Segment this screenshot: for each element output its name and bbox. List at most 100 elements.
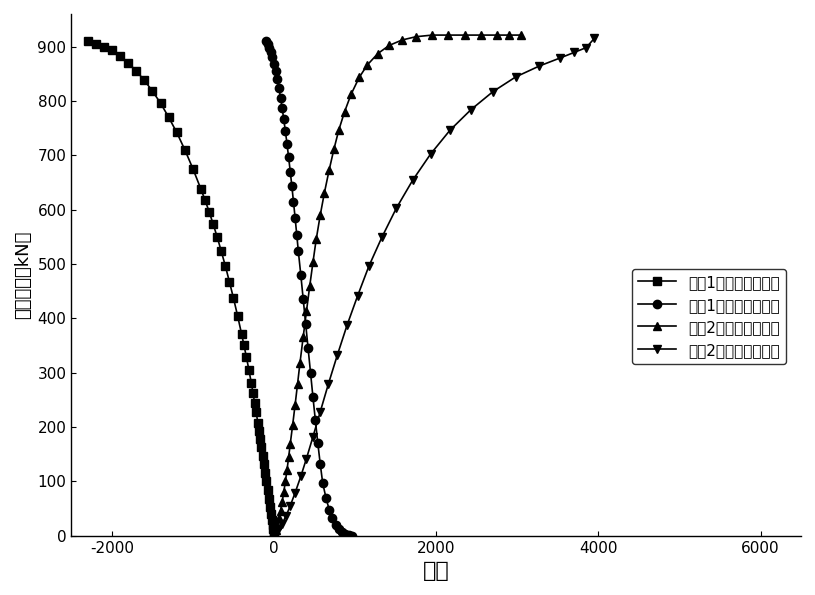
锤療1号位置环向应变: [268, 525, 278, 533]
锤療1号位置轴向应变: [293, 248, 303, 255]
锤療2号位置轴向应变: [373, 50, 383, 57]
锤療1号位置轴向应变: [271, 67, 280, 74]
锤療2号位置轴向应变: [319, 190, 329, 197]
锤療1号位置环向应变: [267, 522, 277, 529]
锤療2号位置环向应变: [308, 433, 318, 440]
锤療2号位置环向应变: [569, 49, 579, 56]
锤療1号位置轴向应变: [298, 296, 308, 303]
锤療2号位置轴向应变: [295, 359, 305, 367]
锤療2号位置环向应变: [315, 408, 325, 415]
锤療2号位置轴向应变: [311, 236, 321, 243]
锤療1号位置轴向应变: [266, 48, 275, 55]
锤療1号位置轴向应变: [301, 320, 311, 327]
锤療1号位置环向应变: [241, 354, 251, 361]
锤療2号位置轴向应变: [346, 91, 356, 98]
锤療2号位置轴向应变: [476, 32, 486, 39]
锤療1号位置轴向应变: [267, 54, 277, 61]
锤療1号位置环向应变: [90, 40, 100, 48]
锤療1号位置轴向应变: [347, 532, 357, 539]
锤療1号位置环向应变: [253, 419, 262, 426]
锤療2号位置环向应变: [488, 88, 498, 95]
锤療2号位置环向应变: [277, 520, 287, 527]
锤療1号位置环向应变: [259, 461, 269, 468]
锤療2号位置轴向应变: [272, 521, 282, 528]
Y-axis label: 支管荷载（kN）: 支管荷载（kN）: [14, 231, 32, 319]
锤療1号位置环向应变: [269, 529, 279, 536]
Line: 锤療2号位置轴向应变: 锤療2号位置轴向应变: [270, 31, 526, 540]
锤療2号位置环向应变: [589, 35, 599, 42]
锤療1号位置环向应变: [255, 436, 265, 443]
锤療1号位置环向应变: [225, 278, 235, 286]
锤療2号位置轴向应变: [305, 283, 315, 290]
锤療2号位置轴向应变: [324, 167, 334, 174]
锤療2号位置环向应变: [391, 204, 401, 211]
锤療2号位置环向应变: [285, 502, 295, 509]
锤療2号位置轴向应变: [334, 126, 344, 133]
锤療1号位置轴向应变: [308, 393, 318, 400]
锤療1号位置轴向应变: [296, 271, 306, 278]
锤療2号位置环向应变: [466, 106, 476, 113]
锤療2号位置轴向应变: [279, 488, 289, 496]
锤療1号位置轴向应变: [303, 345, 313, 352]
锤療1号位置环向应变: [264, 495, 274, 502]
锤療1号位置轴向应变: [337, 528, 347, 536]
锤療1号位置环向应变: [251, 409, 261, 416]
锤療1号位置环向应变: [265, 503, 275, 511]
锤療1号位置环向应变: [267, 516, 276, 524]
锤療2号位置轴向应变: [504, 32, 514, 39]
锤療2号位置轴向应变: [340, 108, 350, 115]
锤療1号位置轴向应变: [262, 40, 272, 48]
锤療1号位置轴向应变: [275, 94, 285, 101]
锤療1号位置环向应变: [148, 87, 157, 95]
锤療1号位置环向应变: [156, 99, 165, 107]
锤療1号位置轴向应变: [290, 214, 300, 221]
锤療2号位置轴向应变: [284, 454, 293, 461]
锤療2号位置环向应变: [511, 73, 521, 80]
锤療1号位置轴向应变: [272, 76, 282, 83]
锤療1号位置环向应变: [246, 380, 256, 387]
锤療1号位置环向应变: [131, 67, 141, 74]
锤療1号位置环向应变: [196, 186, 206, 193]
锤療2号位置轴向应变: [397, 36, 407, 43]
锤療2号位置环向应变: [333, 352, 342, 359]
锤療2号位置轴向应变: [274, 515, 284, 522]
锤療1号位置环向应变: [82, 37, 92, 45]
锤療2号位置环向应变: [273, 527, 283, 534]
锤療2号位置轴向应变: [275, 507, 285, 514]
锤療1号位置环向应变: [260, 469, 270, 477]
锤療1号位置环向应变: [249, 399, 259, 406]
锤療2号位置轴向应变: [363, 61, 372, 68]
锤療1号位置环向应变: [139, 77, 149, 84]
Line: 锤療1号位置环向应变: 锤療1号位置环向应变: [83, 37, 278, 540]
锤療1号位置环向应变: [115, 52, 125, 60]
锤療1号位置轴向应变: [269, 60, 279, 67]
锤療2号位置轴向应变: [277, 499, 287, 506]
锤療2号位置环向应变: [364, 262, 374, 270]
锤療2号位置环向应变: [281, 512, 291, 519]
锤療1号位置轴向应变: [334, 525, 344, 533]
锤療1号位置环向应变: [262, 487, 272, 494]
锤療1号位置环向应变: [236, 330, 246, 337]
Legend: 锤療1号位置环向应变, 锤療1号位置轴向应变, 锤療2号位置轴向应变, 锤療2号位置环向应变: 锤療1号位置环向应变, 锤療1号位置轴向应变, 锤療2号位置轴向应变, 锤療2号…: [632, 269, 786, 364]
锤療1号位置轴向应变: [331, 521, 341, 528]
锤療2号位置环向应变: [445, 127, 455, 134]
锤療1号位置轴向应变: [292, 231, 302, 238]
锤療1号位置轴向应变: [321, 494, 331, 501]
锤療1号位置轴向应变: [313, 440, 323, 447]
Line: 锤療2号位置环向应变: 锤療2号位置环向应变: [270, 34, 598, 540]
锤療1号位置环向应变: [217, 248, 227, 255]
锤療1号位置环向应变: [254, 427, 264, 434]
锤療1号位置轴向应变: [328, 515, 337, 522]
锤療2号位置轴向应变: [290, 401, 300, 408]
锤療2号位置环向应变: [324, 380, 333, 387]
锤療2号位置环向应变: [555, 54, 565, 61]
锤療1号位置轴向应变: [341, 531, 350, 538]
锤療1号位置轴向应变: [264, 44, 274, 51]
锤療2号位置环向应变: [408, 177, 417, 184]
锤療1号位置轴向应变: [311, 417, 320, 424]
锤療2号位置轴向应变: [427, 32, 437, 39]
锤療1号位置环向应变: [209, 221, 218, 228]
锤療1号位置轴向应变: [282, 140, 292, 148]
锤療1号位置轴向应变: [279, 116, 289, 123]
锤療2号位置环向应变: [425, 151, 435, 158]
